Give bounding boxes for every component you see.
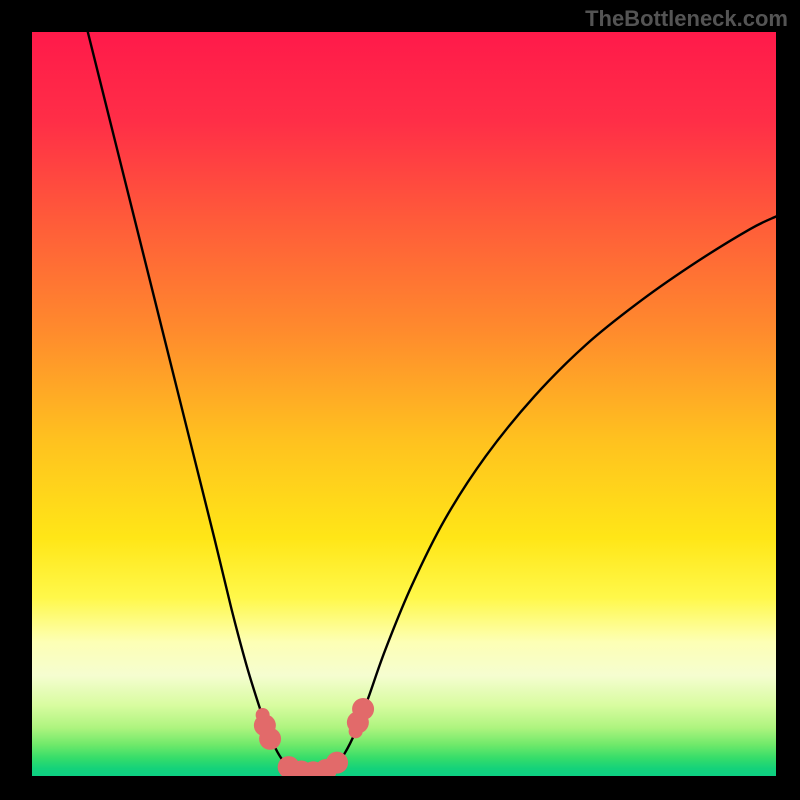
watermark-text: TheBottleneck.com bbox=[585, 6, 788, 32]
chart-svg bbox=[32, 32, 776, 776]
data-marker bbox=[259, 728, 281, 750]
chart-background bbox=[32, 32, 776, 776]
chart-plot-area bbox=[32, 32, 776, 776]
data-marker bbox=[326, 752, 348, 774]
data-marker bbox=[352, 698, 374, 720]
